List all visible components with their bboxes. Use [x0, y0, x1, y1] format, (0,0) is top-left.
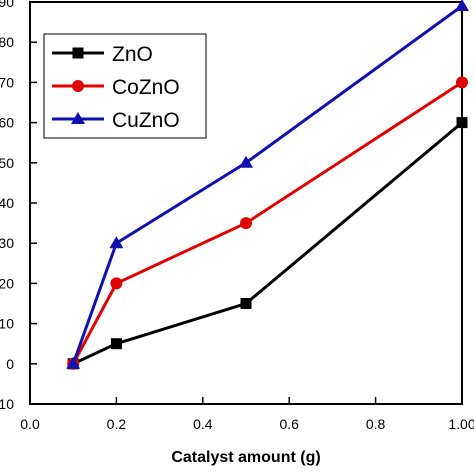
data-point-cozno: [456, 76, 468, 89]
x-tick-label: 1.00: [448, 416, 474, 432]
y-tick-label: 80: [0, 34, 14, 50]
y-tick-label: 30: [0, 235, 14, 251]
legend: ZnO CoZnO CuZnO: [43, 33, 207, 139]
series-line-cuzno: [71, 4, 463, 365]
legend-label-cozno: CoZnO: [112, 76, 180, 99]
series-group: [66, 0, 469, 370]
y-tick-label: 70: [0, 74, 14, 90]
x-tick-label: 0.2: [107, 416, 127, 432]
x-tick-label: 0.6: [279, 416, 299, 432]
x-tick-label: 0.4: [193, 416, 213, 432]
y-tick-label: 0: [6, 356, 14, 372]
data-point-cuzno: [239, 155, 253, 168]
y-tick-label: 20: [0, 275, 14, 291]
data-point-cozno: [110, 277, 123, 290]
axes: 0.0 0.2 0.4 0.6 0.8 1.00 10 0 10 20 30 40 50 60 70 80 90: [0, 0, 474, 432]
series-cuzno: [66, 0, 469, 369]
x-axis-label: Catalyst amount (g): [171, 449, 320, 466]
y-tick-label: 90: [0, 0, 14, 10]
legend-label-cuzno: CuZnO: [112, 109, 180, 132]
y-tick-label: 10: [0, 316, 14, 332]
series-line-cozno: [71, 81, 463, 365]
legend-marker-cozno: [72, 80, 84, 92]
legend-label-zno: ZnO: [112, 43, 153, 66]
x-tick-label: 0.8: [366, 416, 386, 432]
y-tick-label: 40: [0, 195, 14, 211]
y-tick-label: 60: [0, 115, 14, 131]
data-point-zno: [240, 298, 252, 309]
y-tick-label: 50: [0, 155, 14, 171]
legend-marker-zno: [72, 47, 84, 59]
data-point-cuzno: [455, 0, 469, 12]
data-point-cozno: [240, 217, 252, 230]
data-point-zno: [456, 117, 468, 129]
y-tick-label: 10: [0, 396, 14, 412]
data-point-cuzno: [66, 356, 81, 369]
legend-marker-cuzno: [71, 112, 85, 124]
data-point-cuzno: [109, 236, 124, 249]
data-point-zno: [110, 338, 122, 350]
series-line-zno: [72, 121, 463, 366]
x-tick-label: 0.0: [20, 416, 40, 432]
series-zno: [67, 117, 468, 370]
